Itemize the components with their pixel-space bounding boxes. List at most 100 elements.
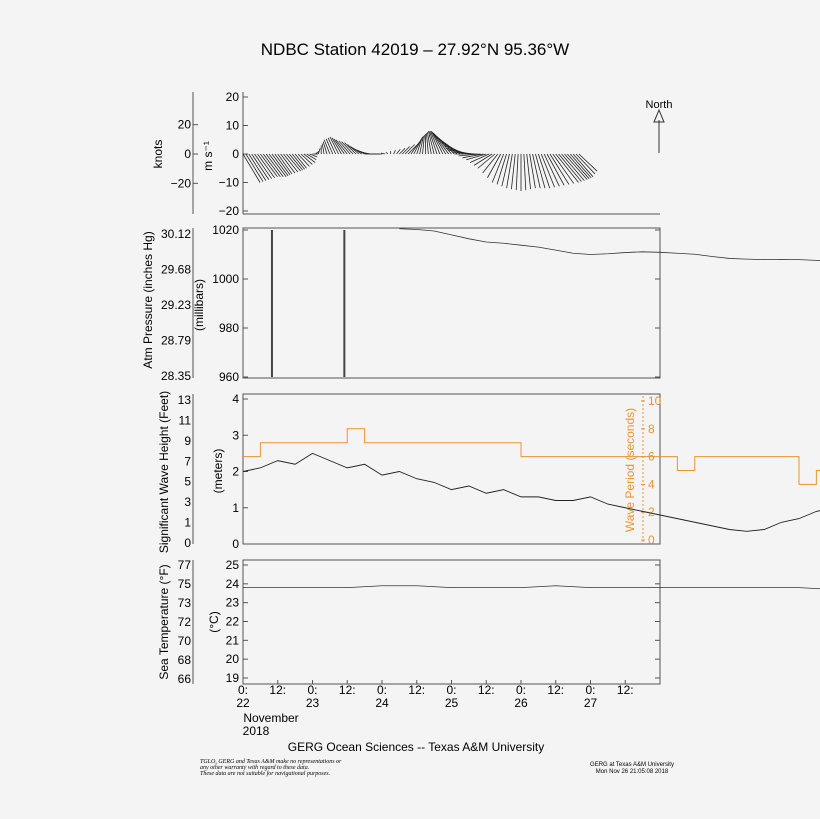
wind-stick [331,137,342,155]
pressure-inhg-tick-label: 29.23 [161,298,191,312]
pressure-inhg-tick-label: 30.12 [161,227,191,241]
wind-stick [473,153,493,166]
day-tick-label: 22 [236,696,250,710]
time-tick-label: 12: [408,683,425,697]
sea-temp-c-label: (°C) [207,611,221,632]
stamp-line-2: Mon Nov 26 21:05:08 2018 [596,769,669,775]
wind-stick [572,153,594,178]
wind-stick [309,153,318,158]
wind-stick [429,131,438,155]
pressure-inhg-tick-label: 29.68 [161,263,191,277]
wave-meters-tick-label: 1 [232,501,239,515]
wind-knots-tick-label: −20 [171,176,192,190]
wind-stick [462,153,484,159]
wind-stick [410,140,421,155]
time-tick-label: 12: [617,683,634,697]
pressure-inhg-label: Atm Pressure (inches Hg) [141,231,155,368]
pressure-line [399,228,820,261]
pressure-mb-tick-label: 1000 [212,272,239,286]
wind-stick [303,153,316,163]
wind-stick [248,153,267,181]
day-tick-label: 24 [375,696,389,710]
wind-stick [428,131,435,155]
wind-stick [511,153,516,190]
wind-stick [482,153,499,174]
wave-meters-tick-label: 0 [232,537,239,551]
wind-stick [315,150,320,155]
wind-stick [477,153,496,169]
time-tick-label: 0: [377,683,387,697]
wind-stick [546,153,565,186]
wind-stick [540,153,555,188]
wave-period-tick-label: 2 [648,505,655,519]
wind-stick [251,153,270,180]
wave-period-label: Wave Period (seconds) [623,408,637,532]
wind-stick [286,153,301,172]
wind-stick [426,133,429,155]
wind-stick [335,139,348,155]
temp-f-tick-label: 77 [178,558,192,572]
pressure-inhg-tick-label: 28.35 [161,369,191,383]
disclaimer-line-2: any other warranty with regard to these … [200,765,309,771]
wave-meters-tick-label: 2 [232,465,239,479]
day-tick-label: 27 [584,696,598,710]
wind-stick [385,151,389,155]
temp-c-tick-label: 21 [226,633,240,647]
wind-stick [496,153,507,185]
wind-stick [404,144,415,155]
north-arrow-icon [653,108,665,153]
wind-stick [549,153,570,185]
wave-feet-tick-label: 1 [184,516,191,530]
wind-stick [245,153,264,182]
wind-stick [432,131,447,155]
wind-stick [501,153,510,187]
wind-stick [401,146,411,155]
wave-feet-tick-label: 7 [184,454,191,468]
temp-f-tick-label: 70 [178,634,192,648]
wave-height-line [242,452,820,532]
wave-meters-tick-label: 3 [232,428,239,442]
time-tick-label: 0: [585,683,595,697]
wind-stick [347,144,360,155]
wind-stick [260,153,278,178]
temperature-frame [242,559,661,685]
wind-stick [329,136,339,155]
wind-ms-tick-label: −10 [219,176,240,190]
wind-stick [427,132,432,155]
wind-stick [416,136,423,155]
wind-stick [322,141,328,155]
wind-stick [458,153,481,157]
wind-stick [515,153,519,191]
temp-f-tick-label: 75 [178,577,192,591]
wind-stick [506,153,513,189]
wind-stick [558,153,582,182]
temp-c-tick-label: 23 [226,596,240,610]
temp-c-tick-label: 24 [226,577,240,591]
wind-stick [567,153,590,179]
wave-feet-tick-label: 13 [178,393,192,407]
wind-stick [419,135,424,155]
wind-stick [323,139,331,155]
month-label: November [243,711,298,725]
wind-stick [321,143,325,155]
wave-height-meters-label: (meters) [211,449,225,494]
wind-ms-tick-label: −20 [219,204,240,218]
pressure-mb-tick-label: 1020 [212,223,239,237]
wind-stick [466,153,487,161]
year-label: 2018 [243,724,270,738]
pressure-mb-tick-label: 980 [219,321,239,335]
wind-stick [242,153,261,183]
pressure-frame [242,227,661,379]
wave-feet-tick-label: 11 [179,413,192,427]
temp-f-tick-label: 72 [178,615,192,629]
wind-stick [413,138,422,155]
wave-period-line [243,428,820,485]
wind-stick [274,153,291,176]
wind-stick [317,148,321,155]
wind-stick [532,153,541,189]
wind-stick [555,153,579,183]
wave-period-tick-label: 4 [648,477,655,491]
time-tick-label: 0: [307,683,317,697]
